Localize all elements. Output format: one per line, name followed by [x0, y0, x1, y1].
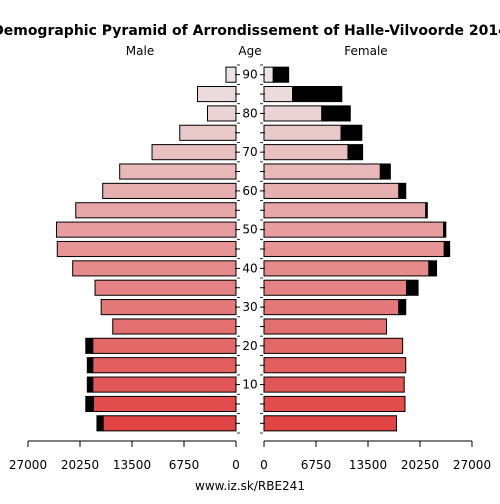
- female-bar-25-29: [263, 318, 387, 335]
- female-bar-40-44: [263, 260, 430, 277]
- age-label-60: 60: [242, 184, 257, 198]
- female-x-tick-label: 6750: [301, 458, 332, 472]
- female-excess-bar-70-74: [347, 144, 364, 161]
- female-excess-bar-40-44: [428, 260, 438, 277]
- female-bar-30-34: [263, 299, 400, 316]
- female-excess-bar-30-34: [398, 299, 407, 316]
- female-bar-50-54: [263, 221, 444, 238]
- female-excess-bar-85-89: [292, 85, 343, 103]
- female-bar-45-49: [263, 240, 445, 258]
- male-bar-0-4: [102, 415, 237, 432]
- male-bar-90+: [225, 66, 237, 83]
- female-excess-bar-65-69: [379, 163, 391, 180]
- female-excess-bar-55-59: [425, 202, 428, 219]
- source-footer: www.iz.sk/RBE241: [195, 479, 305, 493]
- male-excess-bar-5-9: [85, 395, 94, 413]
- female-excess-bar-50-54: [442, 221, 447, 238]
- male-excess-bar-10-14: [86, 376, 94, 393]
- age-label-70: 70: [242, 145, 257, 159]
- male-x-tick-label: 6750: [169, 458, 200, 472]
- age-label-90: 90: [242, 68, 257, 82]
- age-label-80: 80: [242, 106, 257, 120]
- female-bar-15-19: [263, 357, 407, 374]
- female-excess-bar-80-84: [321, 105, 351, 122]
- female-bar-65-69: [263, 163, 381, 180]
- male-bar-75-79: [179, 124, 237, 141]
- male-bar-15-19: [92, 357, 237, 374]
- female-bar-75-79: [263, 124, 342, 141]
- female-excess-bar-75-79: [340, 124, 363, 141]
- female-bar-80-84: [263, 105, 323, 122]
- female-excess-bar-35-39: [406, 279, 419, 296]
- female-bar-35-39: [263, 279, 408, 296]
- male-bar-40-44: [72, 260, 237, 277]
- female-x-tick-label: 20250: [401, 458, 439, 472]
- male-bar-25-29: [112, 318, 237, 335]
- age-header: Age: [238, 44, 261, 58]
- female-bar-10-14: [263, 376, 405, 393]
- male-x-tick-label: 0: [232, 458, 240, 472]
- male-header: Male: [126, 44, 154, 58]
- male-bar-5-9: [92, 395, 237, 413]
- female-x-tick-label: 0: [260, 458, 268, 472]
- female-bar-55-59: [263, 202, 427, 219]
- female-excess-bar-45-49: [443, 240, 451, 258]
- male-bar-85-89: [196, 85, 237, 103]
- female-excess-bar-60-64: [398, 182, 407, 199]
- age-label-50: 50: [242, 223, 257, 237]
- male-bar-70-74: [151, 144, 237, 161]
- male-bar-30-34: [100, 299, 237, 316]
- female-excess-bar-90+: [272, 66, 290, 83]
- female-bar-85-89: [263, 85, 294, 103]
- female-x-tick-label: 13500: [349, 458, 387, 472]
- male-excess-bar-15-19: [86, 357, 94, 374]
- female-bar-70-74: [263, 144, 349, 161]
- male-x-tick-label: 13500: [113, 458, 151, 472]
- male-bar-60-64: [102, 182, 237, 199]
- age-label-20: 20: [242, 339, 257, 353]
- female-bar-60-64: [263, 182, 400, 199]
- female-bar-90+: [263, 66, 274, 83]
- plot-area: 10 20 30 40 50 60 70 80 90 27000 27000 20250 20250 13…: [9, 64, 491, 472]
- male-x-tick-label: 27000: [9, 458, 47, 472]
- male-bar-35-39: [94, 279, 237, 296]
- female-header: Female: [344, 44, 387, 58]
- female-x-tick-label: 27000: [453, 458, 491, 472]
- female-bar-5-9: [263, 395, 406, 413]
- male-bar-20-24: [92, 337, 237, 354]
- chart-title: Demographic Pyramid of Arrondissement of…: [0, 23, 500, 39]
- female-bar-20-24: [263, 337, 404, 354]
- male-bar-10-14: [92, 376, 237, 393]
- male-bar-80-84: [206, 105, 237, 122]
- male-bar-55-59: [75, 202, 237, 219]
- female-bar-0-4: [263, 415, 398, 432]
- age-label-10: 10: [242, 378, 257, 392]
- male-excess-bar-20-24: [85, 337, 94, 354]
- male-bar-65-69: [119, 163, 237, 180]
- age-label-30: 30: [242, 300, 257, 314]
- male-x-tick-label: 20250: [61, 458, 99, 472]
- male-bar-50-54: [56, 221, 237, 238]
- male-bar-45-49: [56, 240, 237, 258]
- male-excess-bar-0-4: [96, 415, 104, 432]
- age-label-40: 40: [242, 261, 257, 275]
